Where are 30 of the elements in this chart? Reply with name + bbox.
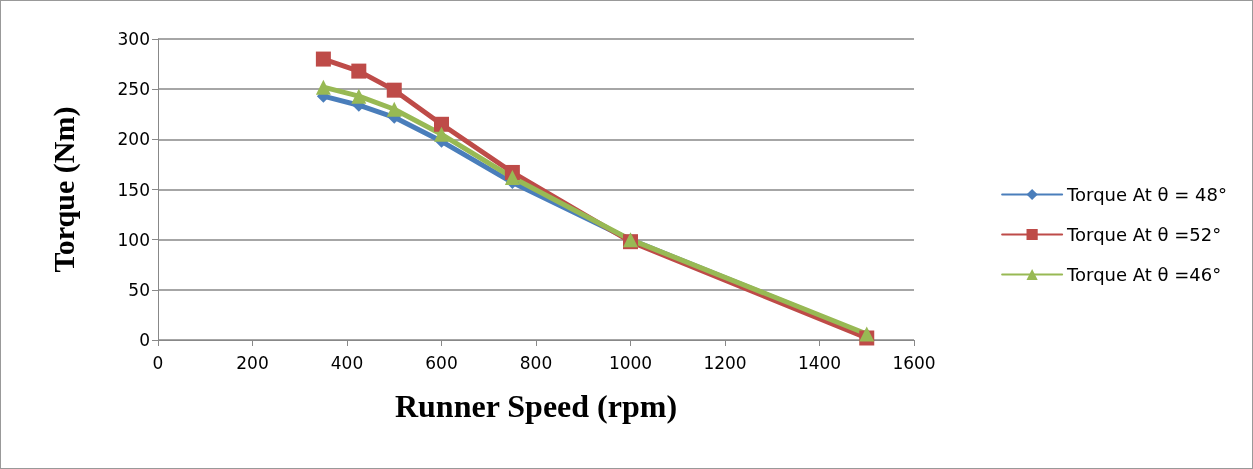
x-axis-title: Runner Speed (rpm) [394,388,678,424]
point [434,116,449,132]
point [386,101,402,117]
y-tick-label: 150 [117,179,150,200]
legend-label: Torque At θ = 48° [1066,184,1228,205]
x-tick-label: 400 [330,352,364,373]
x-tick-label: 600 [425,352,458,373]
point [434,126,449,142]
x-tick-label: 1400 [797,352,842,373]
y-tick-label: 0 [139,330,150,350]
x-tick-label: 1200 [703,352,747,373]
y-axis-title: Torque (Nm) [46,106,81,273]
y-tick-label: 200 [117,129,150,150]
x-tick-label: 800 [519,352,553,373]
y-tick-label: 100 [117,229,150,250]
y-tick-label: 50 [128,279,150,300]
legend-label: Torque At θ =46° [1066,264,1222,285]
y-tick-label: 300 [117,29,150,49]
point [351,63,367,79]
point [386,82,402,98]
point [504,169,520,185]
x-tick-label: 1000 [608,352,653,373]
x-tick-label: 1600 [892,352,936,373]
x-tick-label: 0 [152,352,164,373]
point [351,88,367,104]
point [315,51,331,67]
legend-label: Torque At θ =52° [1066,224,1222,245]
x-tick-label: 200 [236,352,269,373]
point [315,79,331,95]
y-tick-label: 250 [117,79,150,100]
